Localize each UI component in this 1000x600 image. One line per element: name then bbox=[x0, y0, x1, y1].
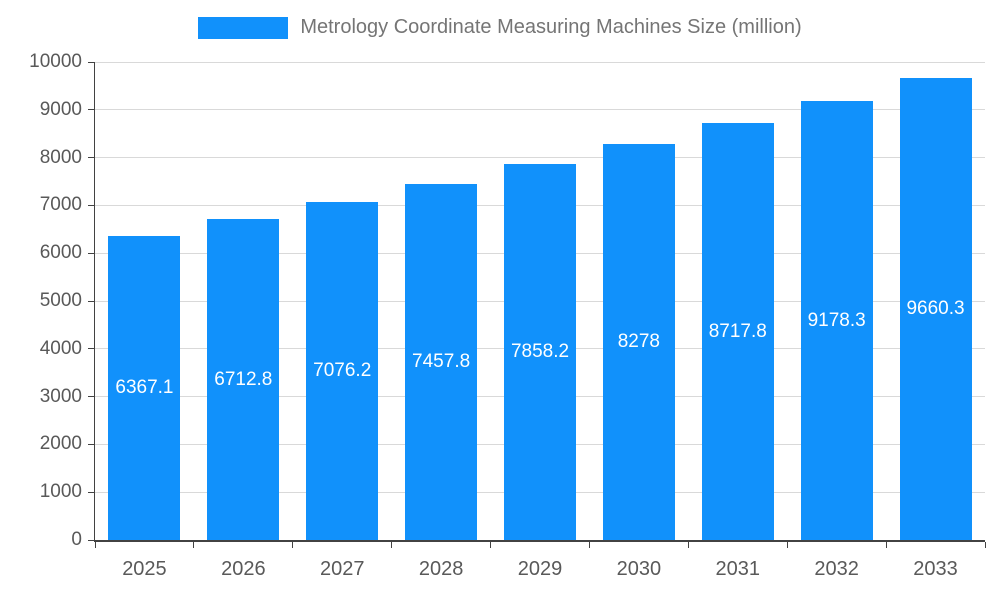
y-tick-label: 7000 bbox=[39, 194, 82, 216]
y-tick-label: 4000 bbox=[39, 337, 82, 359]
y-tick-label: 10000 bbox=[29, 51, 82, 72]
y-tick-label: 6000 bbox=[39, 242, 82, 264]
y-tick-label: 5000 bbox=[39, 290, 82, 311]
x-axis-tick bbox=[292, 542, 294, 548]
y-tick-label: 9000 bbox=[39, 98, 82, 120]
x-axis-tick bbox=[984, 542, 986, 548]
y-axis-tick bbox=[88, 491, 95, 493]
x-tick-label: 2032 bbox=[814, 558, 859, 580]
y-axis-tick bbox=[88, 61, 95, 63]
bar bbox=[306, 201, 379, 540]
bar-value-label: 7076.2 bbox=[313, 359, 372, 381]
y-axis-tick bbox=[88, 443, 95, 445]
bar-value-label: 9660.3 bbox=[906, 298, 965, 320]
y-axis-tick bbox=[88, 157, 95, 159]
x-tick-label: 2028 bbox=[418, 558, 464, 580]
bar-value-label: 7858.2 bbox=[510, 341, 570, 363]
x-tick-label: 2029 bbox=[517, 558, 563, 580]
gridline bbox=[95, 157, 985, 159]
bar bbox=[602, 144, 675, 540]
bar bbox=[504, 164, 576, 540]
bar-value-label: 9178.3 bbox=[807, 309, 866, 331]
y-tick-label: 1000 bbox=[39, 481, 82, 503]
x-axis-tick bbox=[391, 542, 393, 548]
gridline bbox=[95, 109, 985, 111]
x-tick-label: 2027 bbox=[319, 558, 365, 580]
bar-value-label: 6712.8 bbox=[214, 368, 273, 390]
y-axis-tick bbox=[88, 396, 95, 398]
bar-value-label: 6367.1 bbox=[115, 376, 174, 398]
bar bbox=[899, 78, 972, 540]
y-tick-label: 3000 bbox=[39, 385, 82, 407]
bar bbox=[800, 101, 873, 540]
y-axis-tick bbox=[88, 348, 95, 350]
y-axis-tick bbox=[88, 539, 95, 541]
y-tick-label: 0 bbox=[71, 529, 82, 550]
x-axis-tick bbox=[588, 542, 590, 548]
y-axis-tick bbox=[88, 204, 95, 206]
gridline bbox=[95, 61, 985, 63]
bar-value-label: 8278 bbox=[617, 331, 661, 353]
y-axis-tick bbox=[88, 252, 95, 254]
chart-legend[interactable]: Metrology Coordinate Measuring Machines … bbox=[0, 16, 1000, 39]
bar bbox=[108, 235, 181, 540]
x-tick-label: 2026 bbox=[221, 558, 266, 580]
bar bbox=[701, 123, 774, 540]
bar bbox=[405, 183, 478, 540]
x-tick-label: 2025 bbox=[122, 558, 167, 580]
y-tick-label: 8000 bbox=[39, 146, 82, 168]
x-axis-tick bbox=[94, 542, 96, 548]
x-axis-tick bbox=[687, 542, 689, 548]
x-axis-line bbox=[94, 540, 985, 542]
x-tick-label: 2030 bbox=[616, 558, 662, 580]
y-axis-tick bbox=[88, 109, 95, 111]
x-axis-tick bbox=[885, 542, 887, 548]
y-axis-tick bbox=[88, 300, 95, 302]
x-tick-label: 2031 bbox=[715, 558, 761, 580]
bar bbox=[207, 219, 280, 540]
bar-value-label: 8717.8 bbox=[708, 320, 767, 342]
y-tick-label: 2000 bbox=[39, 433, 82, 455]
x-axis-tick bbox=[490, 542, 492, 548]
bar-value-label: 7457.8 bbox=[412, 350, 471, 372]
x-axis-tick bbox=[786, 542, 788, 548]
x-axis-tick bbox=[193, 542, 195, 548]
chart-title: Metrology Coordinate Measuring Machines … bbox=[300, 16, 802, 38]
x-tick-label: 2033 bbox=[913, 558, 958, 580]
y-axis-line bbox=[94, 62, 95, 540]
legend-swatch[interactable] bbox=[198, 16, 289, 39]
